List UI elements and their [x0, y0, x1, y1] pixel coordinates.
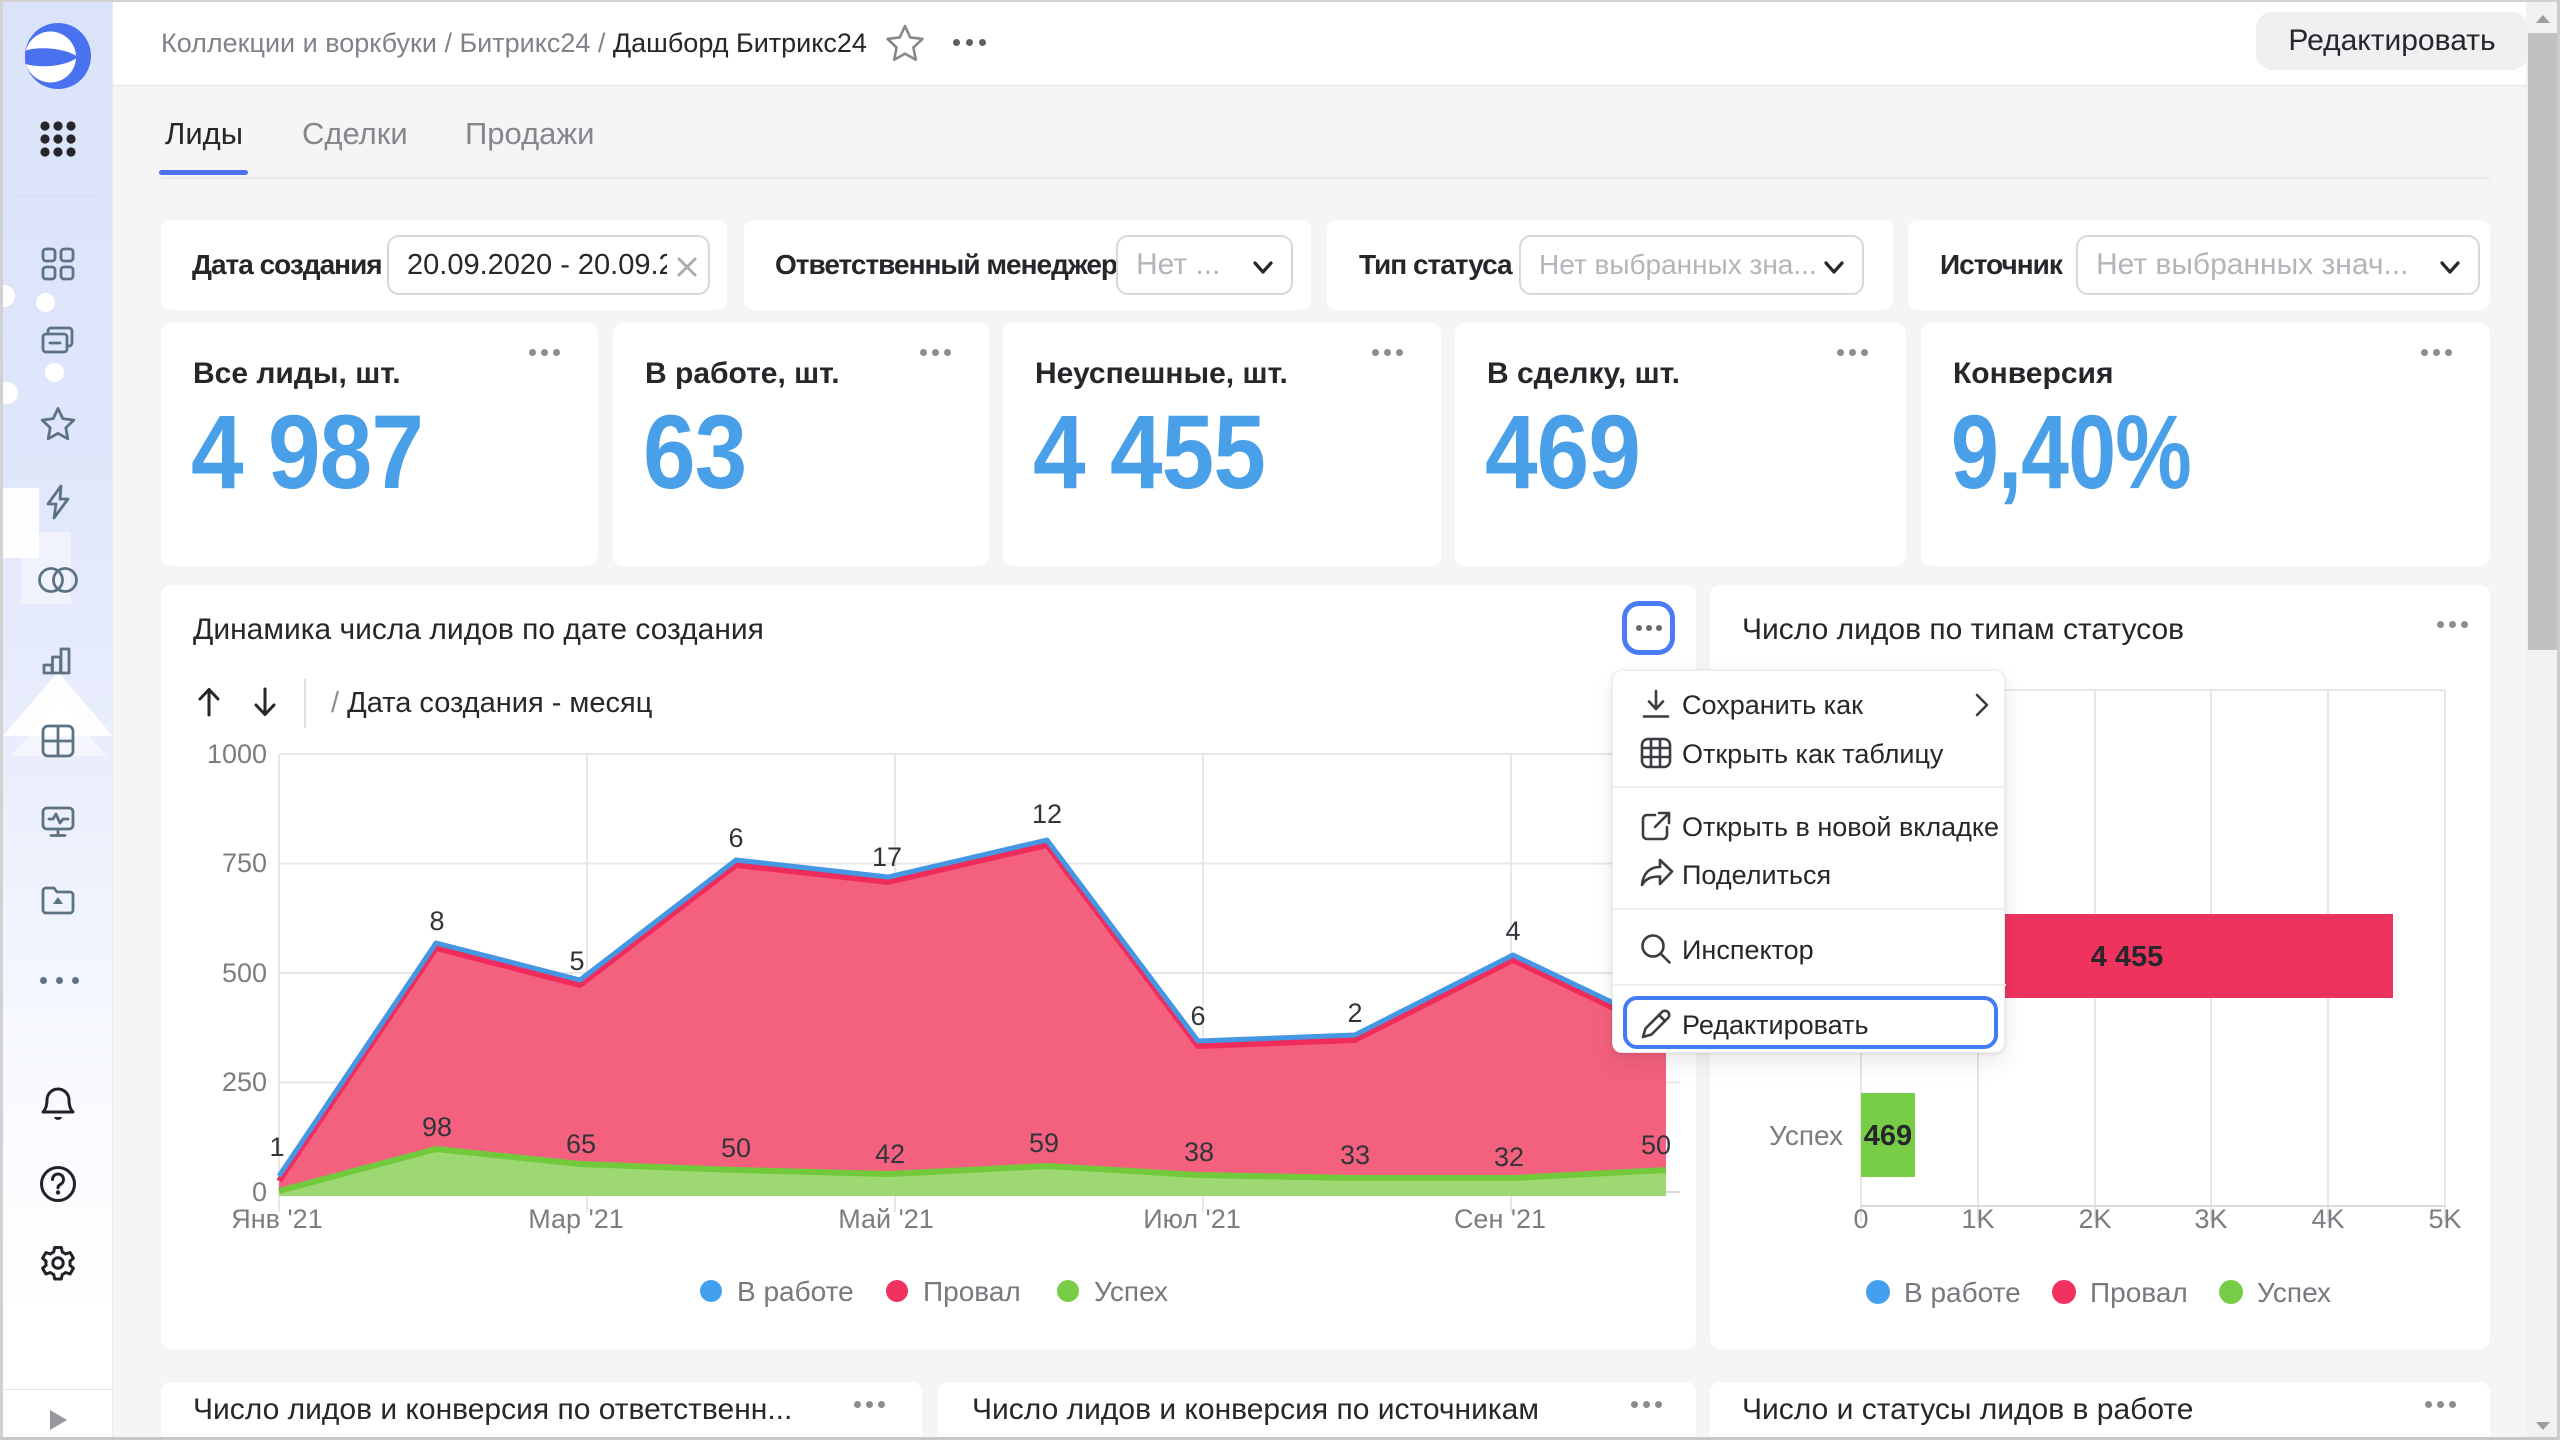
- svg-text:В работе: В работе: [1904, 1277, 2021, 1308]
- svg-text:В работе: В работе: [737, 1276, 854, 1307]
- svg-text:12: 12: [1032, 799, 1062, 829]
- svg-text:Успех: Успех: [1094, 1276, 1168, 1307]
- svg-text:38: 38: [1184, 1137, 1214, 1167]
- svg-text:98: 98: [422, 1112, 452, 1142]
- svg-text:8: 8: [429, 906, 444, 936]
- svg-text:5K: 5K: [2428, 1204, 2461, 1234]
- svg-text:4: 4: [1505, 916, 1520, 946]
- svg-text:0: 0: [252, 1177, 267, 1207]
- svg-text:0: 0: [1853, 1204, 1868, 1234]
- svg-text:32: 32: [1494, 1142, 1524, 1172]
- svg-text:42: 42: [875, 1139, 905, 1169]
- svg-text:3K: 3K: [2194, 1204, 2227, 1234]
- svg-text:2K: 2K: [2078, 1204, 2111, 1234]
- svg-text:59: 59: [1029, 1128, 1059, 1158]
- svg-text:2: 2: [1347, 998, 1362, 1028]
- svg-text:1K: 1K: [1961, 1204, 1994, 1234]
- svg-text:17: 17: [872, 842, 902, 872]
- svg-text:Успех: Успех: [1769, 1120, 1843, 1151]
- svg-text:469: 469: [1864, 1120, 1912, 1152]
- svg-text:Успех: Успех: [2257, 1277, 2331, 1308]
- svg-text:5: 5: [569, 946, 584, 976]
- svg-text:6: 6: [1190, 1001, 1205, 1031]
- svg-text:1: 1: [269, 1132, 284, 1162]
- svg-text:Сен '21: Сен '21: [1454, 1204, 1546, 1234]
- svg-text:Провал: Провал: [923, 1276, 1021, 1307]
- svg-text:33: 33: [1340, 1140, 1370, 1170]
- svg-text:Провал: Провал: [2090, 1277, 2188, 1308]
- svg-text:Мар '21: Мар '21: [528, 1204, 624, 1234]
- svg-text:Янв '21: Янв '21: [231, 1204, 322, 1234]
- svg-text:Май '21: Май '21: [838, 1204, 934, 1234]
- svg-text:750: 750: [222, 848, 267, 878]
- svg-text:500: 500: [222, 958, 267, 988]
- svg-text:50: 50: [1641, 1130, 1671, 1160]
- svg-text:1000: 1000: [207, 739, 267, 769]
- svg-text:6: 6: [728, 823, 743, 853]
- svg-text:4 455: 4 455: [2091, 941, 2164, 973]
- svg-text:250: 250: [222, 1067, 267, 1097]
- svg-text:50: 50: [721, 1133, 751, 1163]
- svg-text:65: 65: [566, 1129, 596, 1159]
- svg-text:4K: 4K: [2311, 1204, 2344, 1234]
- svg-text:Июл '21: Июл '21: [1143, 1204, 1241, 1234]
